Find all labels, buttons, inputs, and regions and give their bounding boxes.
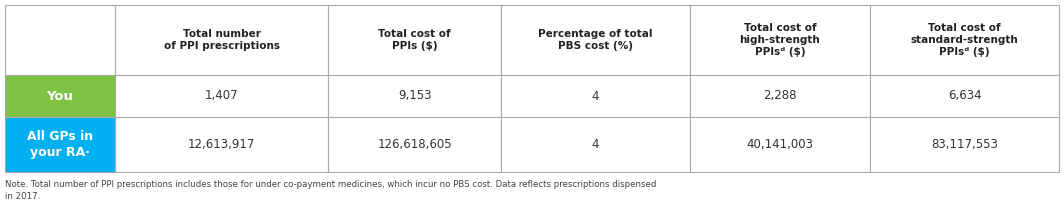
- Bar: [501, 5, 689, 75]
- Text: in 2017.: in 2017.: [5, 192, 40, 201]
- Text: 12,613,917: 12,613,917: [188, 138, 255, 151]
- Text: 2,288: 2,288: [763, 90, 797, 103]
- Bar: [501, 75, 689, 117]
- Bar: [5, 5, 115, 75]
- Bar: [501, 117, 689, 172]
- Text: You: You: [47, 90, 73, 103]
- Bar: [329, 5, 501, 75]
- Text: 83,117,553: 83,117,553: [931, 138, 998, 151]
- Text: Percentage of total
PBS cost (%): Percentage of total PBS cost (%): [538, 29, 652, 51]
- Text: 126,618,605: 126,618,605: [378, 138, 452, 151]
- Text: Total cost of
standard-strength
PPIsᵈ ($): Total cost of standard-strength PPIsᵈ ($…: [911, 23, 1018, 57]
- Bar: [115, 75, 329, 117]
- Bar: [689, 75, 870, 117]
- Text: 4: 4: [592, 90, 599, 103]
- Bar: [689, 117, 870, 172]
- Bar: [329, 117, 501, 172]
- Bar: [115, 117, 329, 172]
- Text: Total cost of
high-strength
PPIsᵈ ($): Total cost of high-strength PPIsᵈ ($): [739, 23, 820, 57]
- Text: Total number
of PPI prescriptions: Total number of PPI prescriptions: [164, 29, 280, 51]
- Bar: [870, 5, 1059, 75]
- Text: 40,141,003: 40,141,003: [747, 138, 813, 151]
- Bar: [115, 5, 329, 75]
- Bar: [5, 117, 115, 172]
- Text: 1,407: 1,407: [205, 90, 238, 103]
- Bar: [689, 5, 870, 75]
- Text: 4: 4: [592, 138, 599, 151]
- Text: Note. Total number of PPI prescriptions includes those for under co-payment medi: Note. Total number of PPI prescriptions …: [5, 180, 656, 189]
- Text: All GPs in
your RA·: All GPs in your RA·: [27, 130, 93, 159]
- Bar: [870, 75, 1059, 117]
- Bar: [5, 75, 115, 117]
- Bar: [329, 75, 501, 117]
- Text: 9,153: 9,153: [398, 90, 431, 103]
- Text: Total cost of
PPIs ($): Total cost of PPIs ($): [379, 29, 451, 51]
- Text: 6,634: 6,634: [948, 90, 981, 103]
- Bar: [870, 117, 1059, 172]
